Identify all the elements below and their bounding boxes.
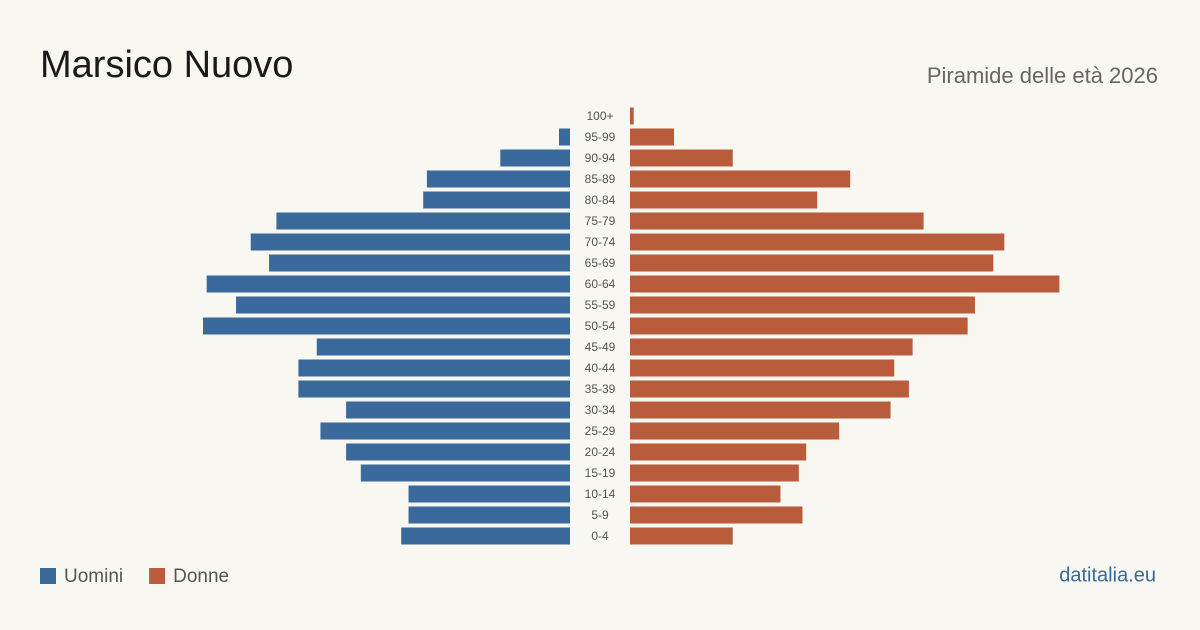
female-bar — [630, 254, 994, 272]
age-label: 55-59 — [585, 298, 616, 312]
male-bar — [269, 254, 570, 272]
female-bar — [630, 212, 924, 230]
female-bar — [630, 149, 733, 167]
chart-subtitle: Piramide delle età 2026 — [927, 63, 1158, 88]
female-bar — [630, 338, 913, 356]
male-bar — [276, 212, 570, 230]
female-bar — [630, 359, 895, 377]
male-bar — [236, 296, 570, 314]
age-label: 10-14 — [585, 487, 616, 501]
age-label: 25-29 — [585, 424, 616, 438]
male-bar — [250, 233, 570, 251]
male-bar — [298, 359, 570, 377]
age-label: 100+ — [586, 109, 613, 123]
female-bar — [630, 380, 909, 398]
female-bar — [630, 317, 968, 335]
source: datitalia.eu — [1059, 564, 1156, 586]
age-label: 60-64 — [585, 277, 616, 291]
female-bar — [630, 170, 851, 188]
age-label: 15-19 — [585, 466, 616, 480]
female-bar — [630, 401, 891, 419]
female-bar — [630, 191, 818, 209]
age-label: 35-39 — [585, 382, 616, 396]
female-bar — [630, 485, 781, 503]
age-label: 50-54 — [585, 319, 616, 333]
female-bar — [630, 422, 840, 440]
age-label: 40-44 — [585, 361, 616, 375]
male-bar — [401, 527, 570, 545]
male-bar — [500, 149, 570, 167]
age-label: 20-24 — [585, 445, 616, 459]
age-label: 95-99 — [585, 130, 616, 144]
age-label: 85-89 — [585, 172, 616, 186]
male-bar — [316, 338, 570, 356]
female-bar — [630, 128, 675, 146]
male-bar — [203, 317, 570, 335]
male-bar — [360, 464, 570, 482]
male-bar — [408, 506, 570, 524]
female-bar — [630, 506, 803, 524]
male-bar — [206, 275, 571, 293]
age-label: 0-4 — [591, 529, 609, 543]
chart-title: Marsico Nuovo — [40, 44, 293, 86]
male-bar — [346, 443, 570, 461]
female-bar — [630, 275, 1060, 293]
female-bar — [630, 107, 634, 125]
male-bar — [426, 170, 570, 188]
female-bar — [630, 296, 975, 314]
age-label: 75-79 — [585, 214, 616, 228]
legend-label: Uomini — [64, 566, 123, 587]
age-label: 90-94 — [585, 151, 616, 165]
legend-label: Donne — [173, 566, 229, 587]
male-bar — [346, 401, 570, 419]
age-label: 30-34 — [585, 403, 616, 417]
female-bar — [630, 527, 733, 545]
male-bar — [320, 422, 570, 440]
female-bar — [630, 464, 799, 482]
female-bar — [630, 443, 807, 461]
male-bar — [408, 485, 570, 503]
female-bar — [630, 233, 1005, 251]
age-label: 70-74 — [585, 235, 616, 249]
age-label: 80-84 — [585, 193, 616, 207]
legend-swatch — [149, 568, 166, 584]
male-bar — [558, 128, 570, 146]
legend-swatch — [40, 568, 56, 584]
age-label: 5-9 — [591, 508, 609, 522]
male-bar — [423, 191, 570, 209]
age-label: 65-69 — [585, 256, 616, 270]
male-bar — [298, 380, 570, 398]
age-label: 45-49 — [585, 340, 616, 354]
